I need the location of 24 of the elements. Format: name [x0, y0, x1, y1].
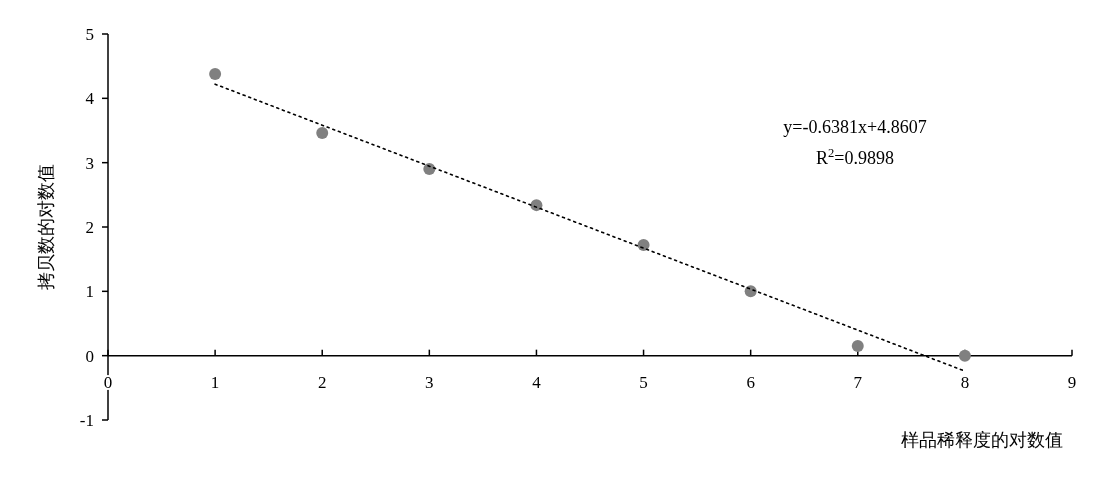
x-tick-label: 5: [639, 372, 648, 392]
x-tick-label: 7: [853, 372, 863, 392]
annotation: R$^{2}$=0.9898: [816, 146, 894, 168]
x-tick-label: 4: [532, 372, 542, 392]
point: [851, 340, 864, 353]
x-tick-label: 6: [746, 372, 755, 392]
y-tick-label: 5: [85, 24, 94, 44]
annotation: y=-0.6381x+4.8607: [783, 117, 927, 137]
x-tick-label: 9: [1067, 372, 1077, 392]
y-tick-label: 4: [85, 89, 95, 109]
point: [316, 127, 329, 140]
x-tick-label: 3: [425, 372, 434, 392]
y-tick-label: 2: [85, 217, 94, 237]
y-tick-label: 3: [85, 153, 94, 173]
point: [958, 349, 971, 362]
y-tick-label: 1: [85, 282, 94, 302]
y-tick-label: 0: [85, 346, 94, 366]
y-axis-title: 拷贝数的对数值: [36, 164, 56, 290]
x-axis-title: 样品稀释度的对数值: [901, 430, 1063, 450]
y-tick-label: -1: [79, 410, 94, 430]
x-tick-label: 1: [210, 372, 220, 392]
point: [209, 67, 222, 80]
x-tick-label: 8: [960, 372, 970, 392]
x-tick-label: 2: [317, 372, 327, 392]
